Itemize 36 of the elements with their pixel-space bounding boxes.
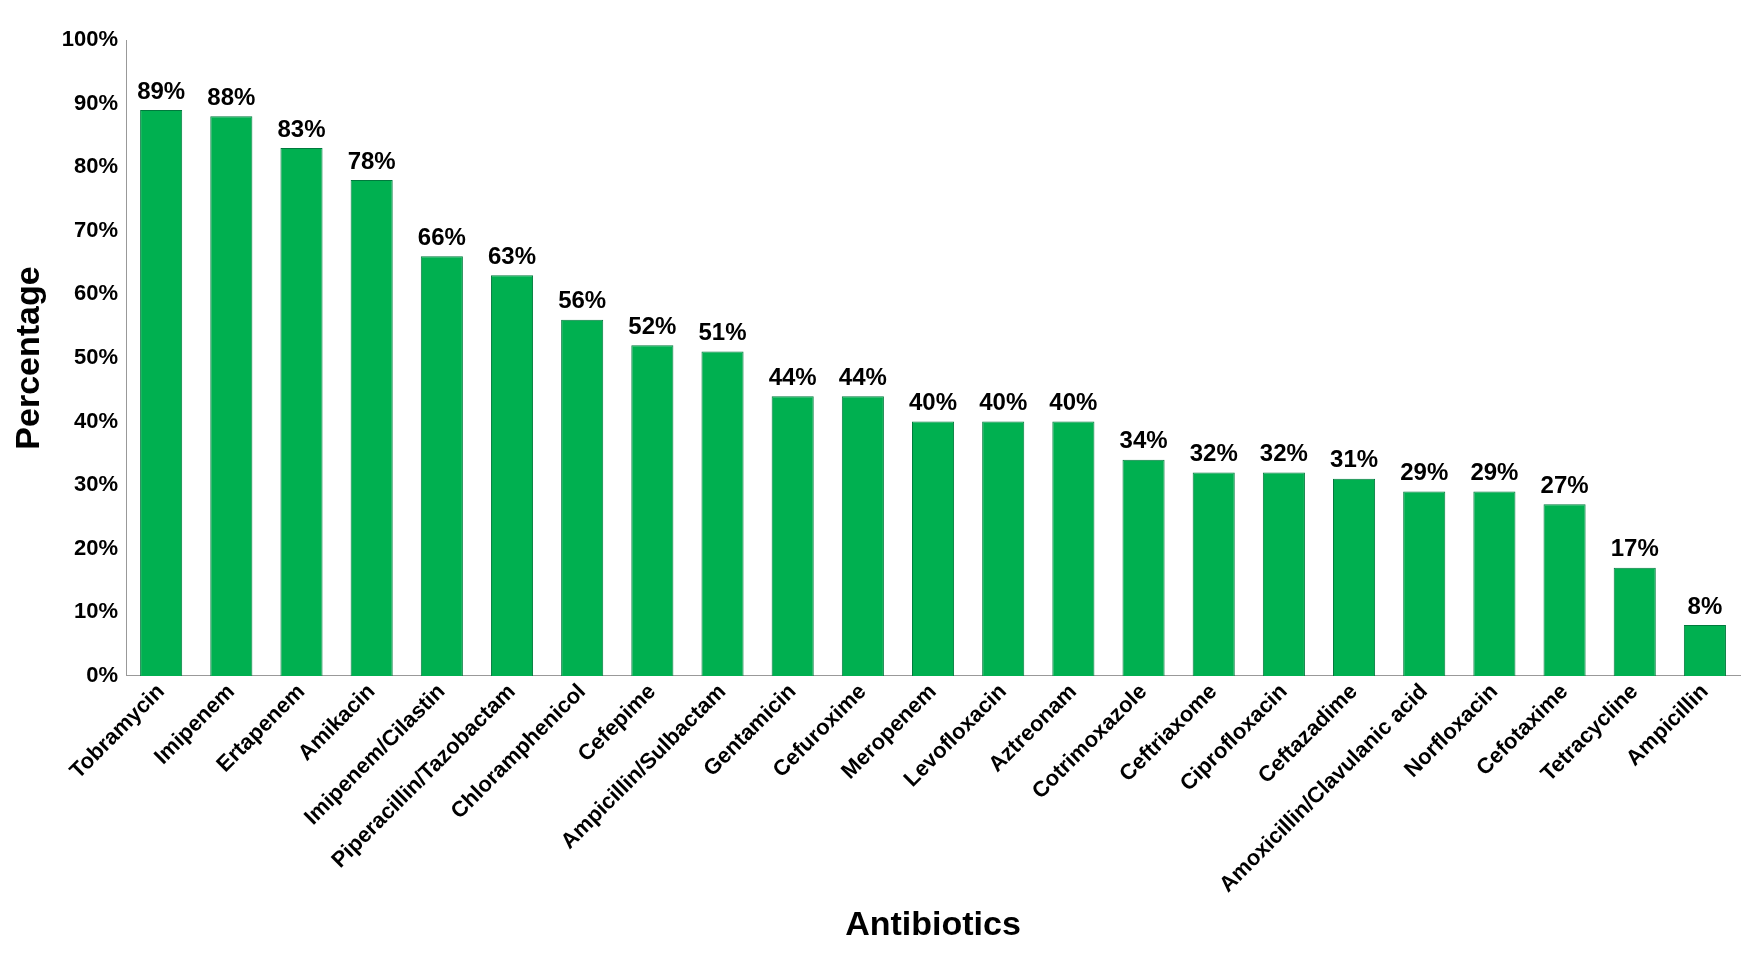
data-label: 63% (487, 241, 537, 269)
data-label: 34% (1119, 426, 1168, 454)
y-tick-label: 90% (74, 89, 119, 115)
data-label: 40% (979, 388, 1028, 416)
data-label: 31% (1330, 445, 1379, 473)
y-tick-label: 20% (74, 534, 119, 560)
data-label: 32% (1189, 439, 1238, 467)
data-label: 51% (698, 318, 747, 346)
data-label: 44% (768, 362, 817, 390)
data-label: 40% (909, 388, 958, 416)
x-axis-title: Antibiotics (845, 903, 1021, 942)
y-axis-title: Percentage (7, 266, 46, 450)
data-label: 66% (417, 222, 466, 250)
y-tick-label: 40% (74, 407, 119, 433)
data-label: 32% (1259, 439, 1308, 467)
data-label: 44% (838, 362, 887, 390)
data-label: 52% (628, 311, 677, 339)
y-tick-label: 10% (74, 598, 119, 624)
y-tick-label: 0% (86, 662, 119, 688)
y-tick-label: 80% (74, 153, 119, 179)
data-label: 8% (1687, 591, 1723, 619)
data-label: 40% (1049, 388, 1098, 416)
data-label: 17% (1610, 534, 1659, 562)
data-label: 29% (1470, 458, 1519, 486)
y-tick-label: 50% (74, 344, 119, 370)
y-tick-label: 100% (61, 26, 119, 52)
y-tick-label: 30% (74, 471, 119, 497)
y-tick-label: 60% (74, 280, 119, 306)
data-label: 78% (347, 146, 396, 174)
data-label: 89% (137, 76, 186, 104)
data-label: 56% (558, 286, 607, 314)
y-tick-label: 70% (74, 216, 119, 242)
data-label: 29% (1400, 458, 1449, 486)
data-label: 83% (277, 114, 326, 142)
data-label: 27% (1540, 470, 1589, 498)
data-label: 88% (207, 82, 256, 110)
